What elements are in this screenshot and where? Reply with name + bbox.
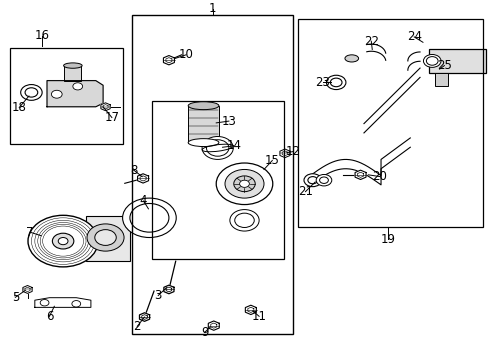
Text: 23: 23 <box>314 76 329 89</box>
Text: 1: 1 <box>209 3 216 15</box>
Text: 22: 22 <box>363 35 378 48</box>
Circle shape <box>319 177 328 184</box>
Circle shape <box>20 85 42 100</box>
Polygon shape <box>64 66 81 81</box>
Circle shape <box>72 301 81 307</box>
Text: 15: 15 <box>264 154 279 167</box>
Ellipse shape <box>344 55 358 62</box>
Text: 20: 20 <box>372 170 386 183</box>
Polygon shape <box>245 305 256 315</box>
Circle shape <box>307 177 317 184</box>
Text: 11: 11 <box>251 310 266 323</box>
Circle shape <box>216 163 272 204</box>
Circle shape <box>326 75 345 90</box>
Text: 9: 9 <box>201 326 208 339</box>
Polygon shape <box>86 216 130 261</box>
Circle shape <box>239 180 249 187</box>
Circle shape <box>206 140 228 156</box>
Text: 25: 25 <box>436 59 451 72</box>
Text: 19: 19 <box>380 233 395 246</box>
Circle shape <box>316 175 331 186</box>
Circle shape <box>426 57 437 65</box>
Polygon shape <box>35 298 91 307</box>
Polygon shape <box>137 174 148 183</box>
Circle shape <box>40 300 49 306</box>
Circle shape <box>423 54 440 67</box>
Text: 6: 6 <box>45 310 53 323</box>
Circle shape <box>224 170 264 198</box>
Circle shape <box>304 174 321 186</box>
Text: 8: 8 <box>130 164 137 177</box>
Polygon shape <box>139 313 149 321</box>
Text: 10: 10 <box>178 48 193 61</box>
Circle shape <box>122 198 176 238</box>
Polygon shape <box>163 55 174 65</box>
Text: 2: 2 <box>133 320 141 333</box>
Polygon shape <box>163 285 174 294</box>
Circle shape <box>51 90 62 98</box>
Circle shape <box>73 83 82 90</box>
Text: 17: 17 <box>104 111 119 124</box>
Text: 12: 12 <box>285 145 300 158</box>
Circle shape <box>52 233 74 249</box>
Polygon shape <box>188 106 218 143</box>
Circle shape <box>130 203 168 232</box>
Text: 18: 18 <box>12 101 27 114</box>
Polygon shape <box>101 103 110 111</box>
Polygon shape <box>47 81 103 107</box>
Polygon shape <box>208 321 219 330</box>
Circle shape <box>95 230 116 246</box>
Text: 3: 3 <box>154 289 162 302</box>
Text: 4: 4 <box>140 194 147 207</box>
Text: 24: 24 <box>406 30 421 44</box>
Circle shape <box>234 213 254 228</box>
Ellipse shape <box>188 102 219 110</box>
Polygon shape <box>434 73 447 86</box>
Ellipse shape <box>63 63 82 68</box>
Polygon shape <box>354 170 366 180</box>
Text: 21: 21 <box>297 185 312 198</box>
Circle shape <box>330 78 341 87</box>
Circle shape <box>202 136 233 159</box>
Text: 16: 16 <box>35 30 50 42</box>
Polygon shape <box>428 49 485 73</box>
Text: 14: 14 <box>226 139 241 152</box>
Text: 13: 13 <box>221 114 236 127</box>
Polygon shape <box>23 285 32 293</box>
Circle shape <box>25 88 38 97</box>
Text: 7: 7 <box>26 226 34 239</box>
Circle shape <box>28 215 98 267</box>
Circle shape <box>58 238 68 245</box>
Text: 5: 5 <box>12 291 19 304</box>
Circle shape <box>229 210 259 231</box>
Polygon shape <box>279 149 289 158</box>
Ellipse shape <box>188 139 219 147</box>
Circle shape <box>87 224 124 251</box>
Circle shape <box>233 176 255 192</box>
